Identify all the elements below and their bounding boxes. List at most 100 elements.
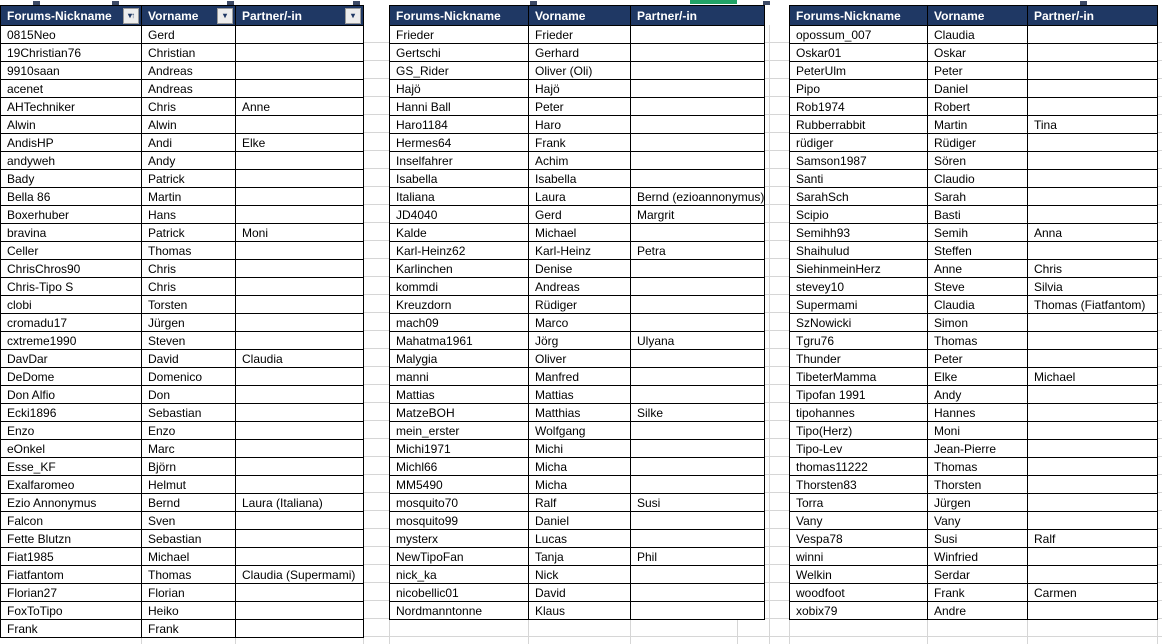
table-cell[interactable]: Heiko — [141, 601, 236, 620]
table-cell[interactable]: Simon — [927, 313, 1028, 332]
table-cell[interactable] — [629, 133, 766, 152]
table-cell[interactable]: Jürgen — [927, 493, 1028, 512]
table-cell[interactable]: Steven — [141, 331, 236, 350]
table-cell[interactable] — [235, 439, 364, 458]
table-cell[interactable]: 9910saan — [0, 61, 142, 80]
table-cell[interactable] — [1027, 169, 1158, 188]
table-cell[interactable] — [629, 259, 766, 278]
table-cell[interactable]: manni — [389, 367, 529, 386]
table-cell[interactable] — [1027, 601, 1158, 620]
table-cell[interactable]: Bernd — [141, 493, 236, 512]
table-cell[interactable] — [1027, 241, 1158, 260]
table-cell[interactable]: Margrit — [629, 205, 766, 224]
table-cell[interactable]: Tipo(Herz) — [789, 421, 928, 440]
table-cell[interactable] — [235, 421, 364, 440]
table-cell[interactable]: PeterUlm — [789, 61, 928, 80]
table-cell[interactable]: JD4040 — [389, 205, 529, 224]
table-cell[interactable] — [235, 79, 364, 98]
table-cell[interactable] — [235, 151, 364, 170]
table-cell[interactable] — [629, 421, 766, 440]
table-cell[interactable]: Falcon — [0, 511, 142, 530]
table-cell[interactable]: Enzo — [0, 421, 142, 440]
table-cell[interactable]: Fette Blutzn — [0, 529, 142, 548]
table-cell[interactable]: Fiat1985 — [0, 547, 142, 566]
table-cell[interactable]: Chris — [141, 97, 236, 116]
table-cell[interactable]: GS_Rider — [389, 61, 529, 80]
table-cell[interactable]: Patrick — [141, 223, 236, 242]
table-cell[interactable] — [235, 277, 364, 296]
table-cell[interactable]: Peter — [927, 61, 1028, 80]
table-cell[interactable]: Michael — [1027, 367, 1158, 386]
table-cell[interactable] — [629, 295, 766, 314]
table-cell[interactable]: 19Christian76 — [0, 43, 142, 62]
table-cell[interactable]: winni — [789, 547, 928, 566]
table-cell[interactable]: TibeterMamma — [789, 367, 928, 386]
table-cell[interactable] — [1027, 43, 1158, 62]
column-header[interactable]: Partner/-in — [1027, 5, 1158, 26]
table-cell[interactable]: Chris — [141, 277, 236, 296]
table-cell[interactable]: Thomas — [927, 457, 1028, 476]
table-cell[interactable]: Nordmanntonne — [389, 601, 529, 620]
table-cell[interactable] — [235, 313, 364, 332]
table-cell[interactable]: Frank — [528, 133, 631, 152]
table-cell[interactable]: Frank — [0, 619, 142, 638]
table-cell[interactable] — [235, 529, 364, 548]
table-cell[interactable]: Michl66 — [389, 457, 529, 476]
table-cell[interactable]: Christian — [141, 43, 236, 62]
table-cell[interactable]: Gerd — [141, 25, 236, 44]
table-cell[interactable]: Ecki1896 — [0, 403, 142, 422]
column-header[interactable]: Vorname — [528, 5, 631, 26]
table-cell[interactable]: mysterx — [389, 529, 529, 548]
table-cell[interactable]: Hajö — [389, 79, 529, 98]
table-cell[interactable]: Samson1987 — [789, 151, 928, 170]
table-cell[interactable]: tipohannes — [789, 403, 928, 422]
table-cell[interactable]: Thomas (Fiatfantom) — [1027, 295, 1158, 314]
table-cell[interactable]: Moni — [927, 421, 1028, 440]
table-cell[interactable]: Hermes64 — [389, 133, 529, 152]
table-cell[interactable]: Tipofan 1991 — [789, 385, 928, 404]
table-cell[interactable]: Chris — [141, 259, 236, 278]
table-cell[interactable]: Wolfgang — [528, 421, 631, 440]
table-cell[interactable]: Micha — [528, 457, 631, 476]
table-cell[interactable] — [235, 511, 364, 530]
table-cell[interactable] — [235, 583, 364, 602]
table-cell[interactable]: Isabella — [528, 169, 631, 188]
table-cell[interactable]: Hanni Ball — [389, 97, 529, 116]
table-cell[interactable] — [1027, 61, 1158, 80]
table-cell[interactable]: Claudia — [927, 25, 1028, 44]
table-cell[interactable]: Isabella — [389, 169, 529, 188]
table-cell[interactable]: Silvia — [1027, 277, 1158, 296]
table-cell[interactable]: Andreas — [528, 277, 631, 296]
table-cell[interactable]: Claudia — [927, 295, 1028, 314]
table-cell[interactable] — [629, 367, 766, 386]
table-cell[interactable]: Don Alfio — [0, 385, 142, 404]
table-cell[interactable]: Elke — [927, 367, 1028, 386]
table-cell[interactable] — [1027, 331, 1158, 350]
table-cell[interactable]: Steffen — [927, 241, 1028, 260]
table-cell[interactable]: Alwin — [141, 115, 236, 134]
table-cell[interactable]: Bernd (ezioannonymus) — [629, 187, 766, 206]
table-cell[interactable] — [629, 349, 766, 368]
table-cell[interactable]: Michael — [528, 223, 631, 242]
table-cell[interactable]: Supermami — [789, 295, 928, 314]
table-cell[interactable]: MM5490 — [389, 475, 529, 494]
table-cell[interactable]: mach09 — [389, 313, 529, 332]
table-cell[interactable]: Domenico — [141, 367, 236, 386]
table-cell[interactable]: Gerd — [528, 205, 631, 224]
table-cell[interactable]: Shaihulud — [789, 241, 928, 260]
table-cell[interactable]: Claudio — [927, 169, 1028, 188]
table-cell[interactable]: Sven — [141, 511, 236, 530]
table-cell[interactable] — [1027, 187, 1158, 206]
table-cell[interactable]: acenet — [0, 79, 142, 98]
table-cell[interactable]: Florian — [141, 583, 236, 602]
table-cell[interactable]: Torra — [789, 493, 928, 512]
table-cell[interactable] — [235, 259, 364, 278]
table-cell[interactable]: Tgru76 — [789, 331, 928, 350]
table-cell[interactable] — [235, 385, 364, 404]
table-cell[interactable] — [1027, 79, 1158, 98]
table-cell[interactable]: Haro1184 — [389, 115, 529, 134]
table-cell[interactable]: Matthias — [528, 403, 631, 422]
table-cell[interactable]: Hannes — [927, 403, 1028, 422]
table-cell[interactable]: Bella 86 — [0, 187, 142, 206]
table-cell[interactable]: Hajö — [528, 79, 631, 98]
